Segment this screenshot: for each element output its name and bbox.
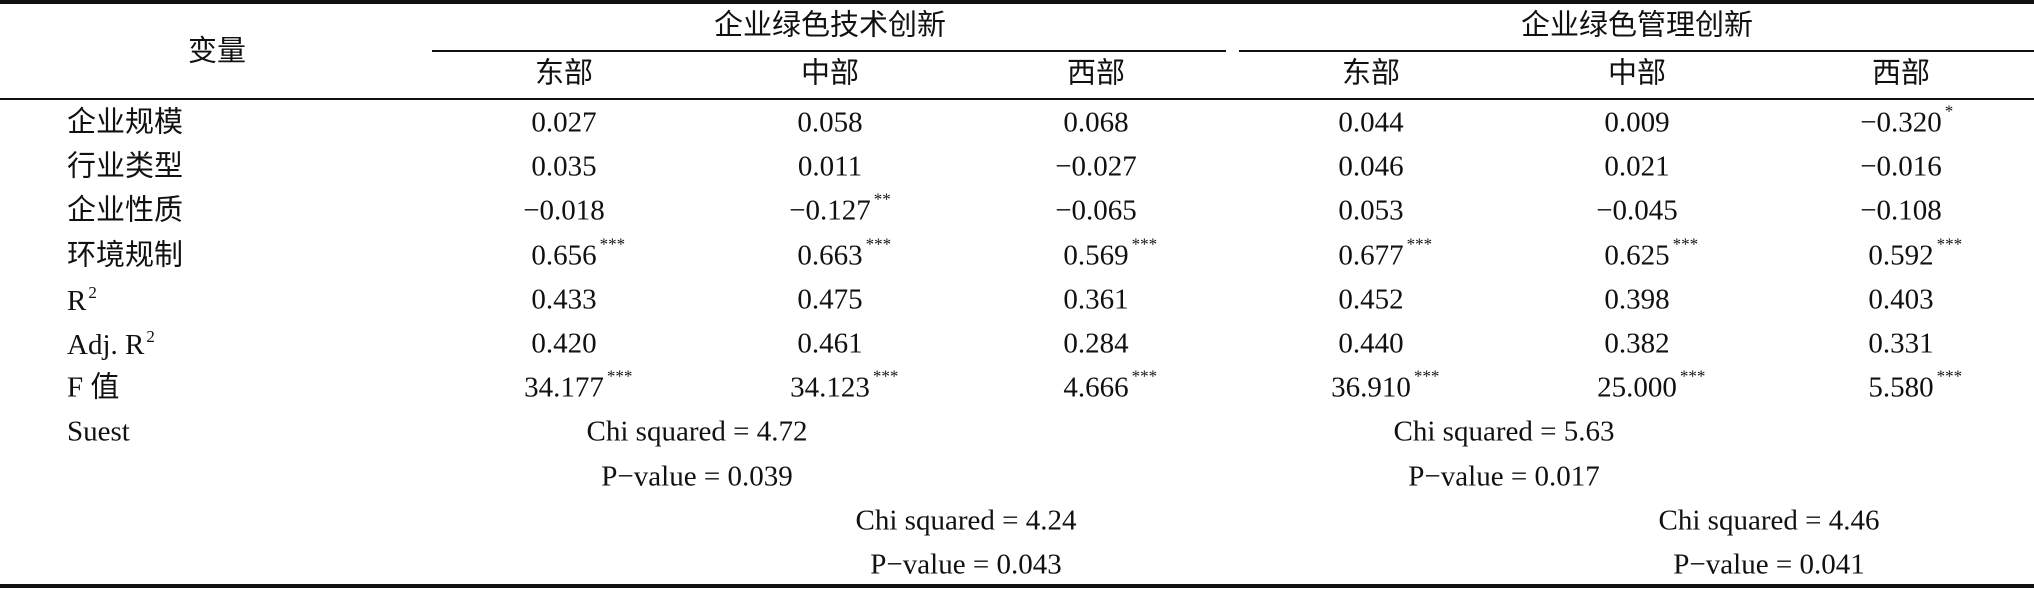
cell-value: 0.044 [1338,106,1404,139]
cell-value: 0.461 [797,327,863,360]
variable-header: 变量 [187,35,247,68]
cell-value: 0.027 [531,106,597,139]
cell-value: 0.569 *** [1063,234,1158,272]
cell-value: 0.420 [531,327,597,360]
cell-value: −0.016 [1860,150,1942,183]
significance: *** [599,234,626,254]
row-label: Suest [67,415,130,448]
cell-value: 0.068 [1063,106,1129,139]
significance: ** [873,189,891,209]
superscript: 2 [88,282,97,302]
cell-value: −0.018 [523,194,605,227]
significance: *** [1413,366,1440,386]
cell-value: 0.625 *** [1604,234,1699,272]
cell-value: 0.440 [1338,327,1404,360]
cell-value: 0.284 [1063,327,1129,360]
label-text: R [67,284,87,317]
suest-stat: P−value = 0.043 [870,548,1062,581]
cell-value: 34.177 *** [524,366,633,404]
cell-value: 5.580 *** [1868,366,1963,404]
cell-value: 0.398 [1604,283,1670,316]
cell-value: −0.027 [1055,150,1137,183]
group-rule [432,50,1226,52]
bottom-rule [0,584,2034,588]
cell-value: 0.009 [1604,106,1670,139]
cell-value: 0.592 *** [1868,234,1963,272]
suest-stat: P−value = 0.039 [601,460,793,493]
cell-value: 34.123 *** [790,366,899,404]
row-label: 企业性质 [67,194,184,227]
suest-stat: Chi squared = 5.63 [1393,415,1615,448]
cell-value: 0.403 [1868,283,1934,316]
cell-value: 0.035 [531,150,597,183]
header-rule [0,98,2034,100]
cell-value: 0.382 [1604,327,1670,360]
label-text: 企业性质 [67,194,184,227]
significance: *** [1936,234,1963,254]
cell-value: 36.910 *** [1331,366,1440,404]
label-text: F 值 [67,371,120,404]
row-label: F 值 [67,371,120,404]
significance: *** [865,234,892,254]
cell-value: 0.656 *** [531,234,626,272]
significance: *** [606,366,633,386]
cell-value: 0.331 [1868,327,1934,360]
cell-value: 0.433 [531,283,597,316]
suest-stat: Chi squared = 4.24 [855,504,1077,537]
column-header: 西部 [1871,57,1931,90]
cell-value: 0.011 [797,150,863,183]
significance: *** [1936,366,1963,386]
cell-value: 0.058 [797,106,863,139]
group-rule [1239,50,2034,52]
significance: *** [1131,234,1158,254]
column-header: 中部 [800,57,860,90]
significance: * [1944,101,1954,121]
label-text: 环境规制 [67,239,184,272]
column-header: 中部 [1607,57,1667,90]
top-rule [0,0,2034,4]
cell-value: 4.666 *** [1063,366,1158,404]
cell-value: 0.361 [1063,283,1129,316]
cell-value: 0.021 [1604,150,1670,183]
row-label: 环境规制 [67,241,183,270]
group-header: 企业绿色管理创新 [1520,9,1754,42]
significance: *** [1679,366,1706,386]
superscript: 2 [146,327,155,346]
cell-value: −0.320 * [1860,101,1954,139]
suest-stat: Chi squared = 4.72 [586,415,808,448]
label-text: Adj. R [67,329,145,361]
significance: *** [872,366,899,386]
suest-stat: P−value = 0.041 [1673,548,1865,581]
significance: *** [1672,234,1699,254]
suest-stat: P−value = 0.017 [1408,460,1600,493]
row-label: 行业类型 [67,150,184,183]
row-label: 企业规模 [67,106,184,139]
group-header: 企业绿色技术创新 [713,9,947,42]
column-header: 西部 [1066,57,1126,90]
cell-value: 0.677 *** [1338,234,1433,272]
cell-value: 0.663 *** [797,234,892,272]
column-header: 东部 [534,57,594,90]
significance: *** [1131,366,1158,386]
cell-value: 0.452 [1338,283,1404,316]
suest-stat: Chi squared = 4.46 [1658,504,1880,537]
label-text: 行业类型 [67,150,184,183]
cell-value: −0.127 ** [789,189,891,227]
cell-value: −0.045 [1596,194,1678,227]
cell-value: −0.108 [1860,194,1942,227]
cell-value: −0.065 [1055,194,1137,227]
cell-value: 0.475 [797,283,863,316]
cell-value: 0.046 [1338,150,1404,183]
cell-value: 25.000 *** [1597,366,1706,404]
label-text: 企业规模 [67,106,184,139]
significance: *** [1406,234,1433,254]
cell-value: 0.053 [1338,194,1404,227]
column-header: 东部 [1341,57,1401,90]
